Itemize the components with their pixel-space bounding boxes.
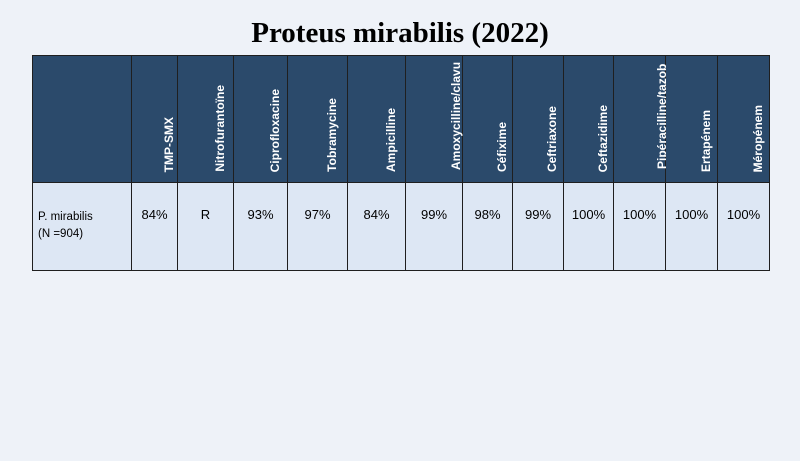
table-cell: 93% (233, 182, 288, 271)
column-header: Méropénem (717, 55, 770, 183)
table-cell: R (177, 182, 234, 271)
column-header: Nitrofurantoïne (177, 55, 234, 183)
table-cell: 100% (665, 182, 718, 271)
column-header-label: TMP-SMX (161, 116, 176, 172)
column-header-label: Tobramycine (324, 98, 339, 172)
column-header-label: Ciprofloxacine (267, 88, 282, 172)
table-cell: 100% (717, 182, 770, 271)
column-header-label: Ceftriaxone (545, 105, 559, 172)
column-header: Ertapénem (665, 55, 718, 183)
column-header-label: Céfixime (494, 121, 509, 172)
sample-count: (N =904) (38, 228, 84, 240)
table-row: P. mirabilis (N =904) 84% R 93% 97% 84% … (32, 182, 770, 271)
table-cell: 99% (512, 182, 564, 271)
table-cell: 84% (347, 182, 406, 271)
column-header-label: Ampicilline (383, 107, 398, 172)
column-header: Céfixime (462, 55, 513, 183)
column-header: Pipéracilline/tazob actam (613, 55, 683, 183)
corner-header-cell (32, 55, 132, 183)
column-header: Ceftazidime (563, 55, 614, 183)
organism-label: P. mirabilis (38, 211, 93, 223)
table-cell: 97% (287, 182, 348, 271)
row-header-cell: P. mirabilis (N =904) (32, 182, 132, 271)
column-header-label: Ertapénem (698, 109, 713, 172)
column-header-label: Nitrofurantoïne (212, 85, 227, 172)
slide-title: Proteus mirabilis (2022) (251, 17, 549, 49)
table-cell: 84% (131, 182, 178, 271)
column-header: Amoxycilline/clavu -lanate (405, 55, 477, 183)
table-cell: 100% (563, 182, 614, 271)
table-cell: 98% (462, 182, 513, 271)
column-header: Tobramycine (287, 55, 348, 183)
column-header: Ceftriaxone (512, 55, 564, 183)
column-header-label: Méropénem (750, 104, 765, 172)
header-row: TMP-SMX Nitrofurantoïne Ciprofloxacine T… (32, 55, 770, 183)
table-cell: 100% (613, 182, 666, 271)
column-header-label: Ceftazidime (595, 104, 610, 172)
table-cell: 99% (405, 182, 463, 271)
column-header: TMP-SMX (131, 55, 178, 183)
column-header: Ampicilline (347, 55, 406, 183)
susceptibility-table: TMP-SMX Nitrofurantoïne Ciprofloxacine T… (32, 55, 770, 271)
column-header: Ciprofloxacine (233, 55, 288, 183)
